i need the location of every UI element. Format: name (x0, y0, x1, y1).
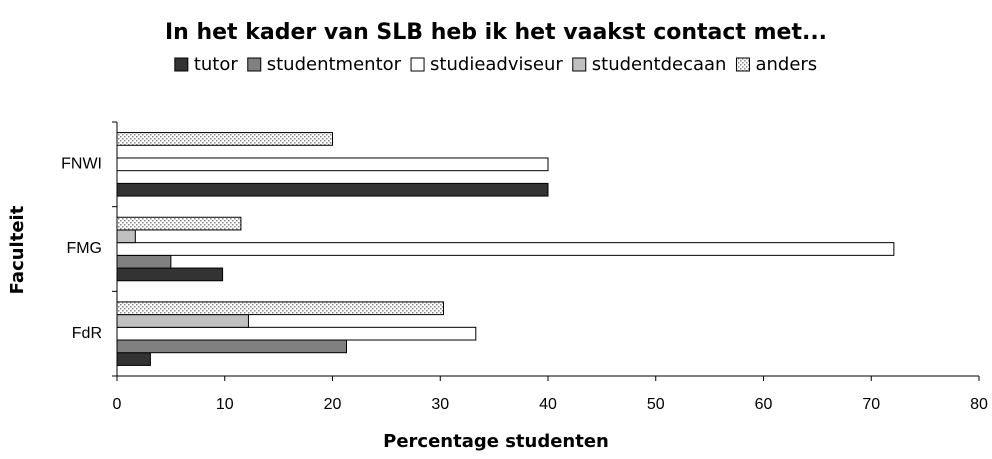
bar (116, 254, 172, 269)
legend-swatch (247, 57, 262, 72)
legend-swatch (174, 57, 189, 72)
x-tick-label: 0 (113, 396, 122, 413)
x-tick-label: 50 (647, 396, 665, 413)
y-tick-label: FNWI (61, 156, 102, 173)
bar (116, 301, 444, 316)
bar (116, 182, 549, 197)
bar (116, 157, 549, 172)
legend-label: tutor (194, 54, 239, 75)
bar (116, 339, 348, 354)
legend-swatch (410, 57, 425, 72)
x-tick-label: 40 (539, 396, 557, 413)
x-tick-label: 70 (862, 396, 880, 413)
bar (116, 216, 242, 231)
bar (116, 326, 477, 341)
legend-label: studentdecaan (592, 54, 727, 75)
legend-label: studieadviseur (430, 54, 563, 75)
bar (116, 229, 136, 244)
bar (116, 267, 224, 282)
legend-label: anders (755, 54, 817, 75)
legend-swatch (572, 57, 587, 72)
x-axis-label: Percentage studenten (383, 431, 609, 452)
bar (116, 352, 151, 366)
bar (116, 314, 249, 328)
bar (116, 132, 333, 146)
x-tick-label: 20 (324, 396, 342, 413)
x-tick-label: 30 (431, 396, 449, 413)
x-tick-label: 10 (216, 396, 234, 413)
y-axis-label: Faculteit (7, 205, 28, 294)
legend-swatch (735, 57, 750, 72)
x-tick-label: 80 (970, 396, 988, 413)
chart-title: In het kader van SLB heb ik het vaakst c… (165, 20, 827, 45)
x-tick-label: 60 (755, 396, 773, 413)
y-tick-label: FdR (72, 325, 102, 342)
bar (116, 242, 895, 256)
legend-label: studentmentor (267, 54, 402, 75)
y-tick-label: FMG (66, 240, 102, 257)
